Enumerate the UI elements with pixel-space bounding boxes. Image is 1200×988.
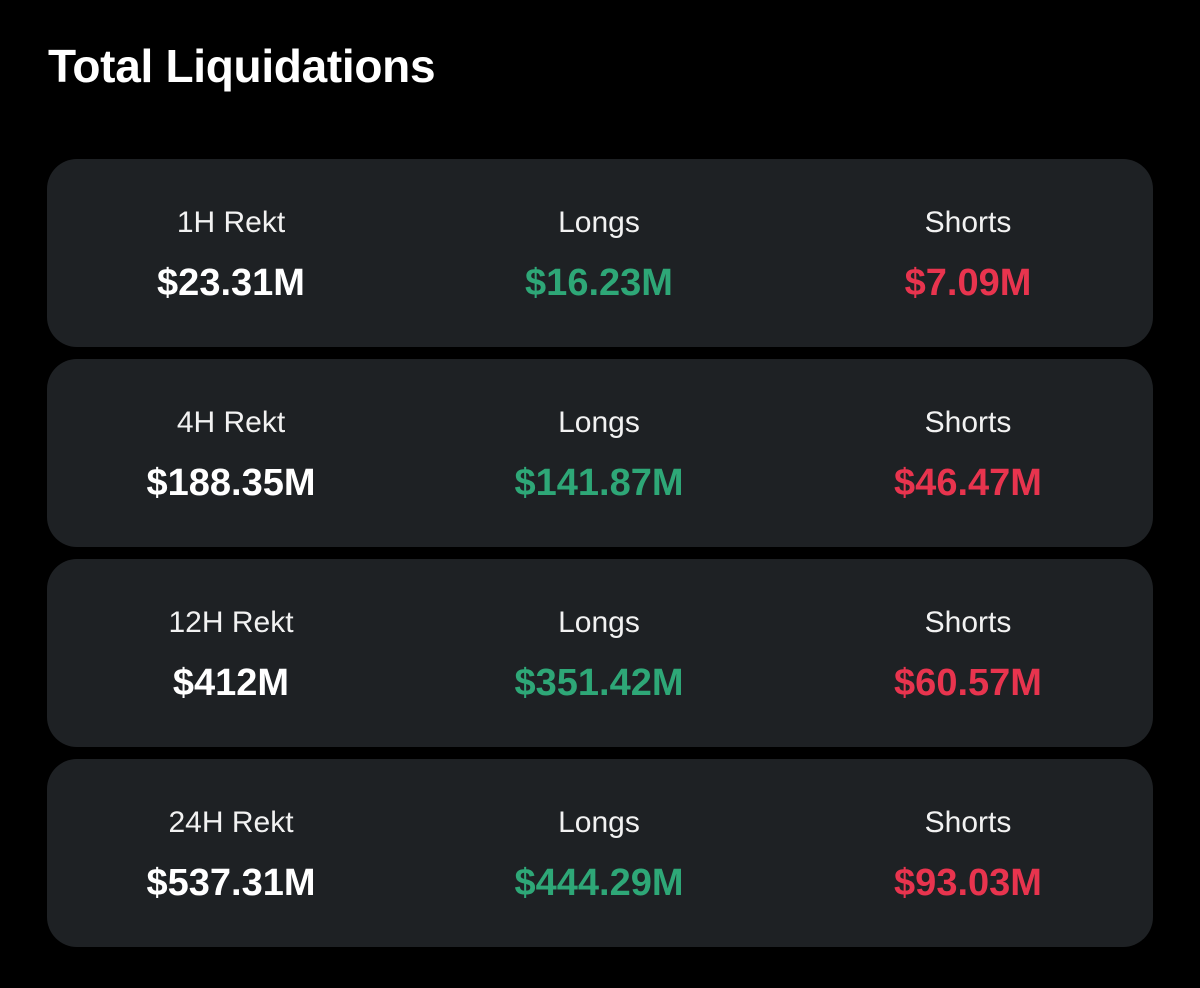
longs-cell: Longs $141.87M — [415, 359, 783, 547]
liquidation-card-1h: 1H Rekt $23.31M Longs $16.23M Shorts $7.… — [47, 159, 1153, 347]
total-rekt-cell: 4H Rekt $188.35M — [47, 359, 415, 547]
liquidation-card-24h: 24H Rekt $537.31M Longs $444.29M Shorts … — [47, 759, 1153, 947]
liquidation-card-12h: 12H Rekt $412M Longs $351.42M Shorts $60… — [47, 559, 1153, 747]
period-label: 1H Rekt — [176, 206, 286, 239]
shorts-label: Shorts — [924, 206, 1012, 239]
shorts-cell: Shorts $93.03M — [784, 759, 1152, 947]
liquidation-cards: 1H Rekt $23.31M Longs $16.23M Shorts $7.… — [47, 159, 1153, 947]
total-rekt-cell: 1H Rekt $23.31M — [47, 159, 415, 347]
longs-value: $351.42M — [514, 662, 684, 704]
total-rekt-cell: 24H Rekt $537.31M — [47, 759, 415, 947]
longs-cell: Longs $444.29M — [415, 759, 783, 947]
longs-value: $444.29M — [514, 862, 684, 904]
total-rekt-value: $23.31M — [157, 262, 305, 304]
longs-label: Longs — [558, 606, 640, 639]
longs-label: Longs — [558, 406, 640, 439]
total-rekt-value: $412M — [172, 662, 290, 704]
period-label: 24H Rekt — [168, 806, 294, 839]
shorts-cell: Shorts $60.57M — [784, 559, 1152, 747]
shorts-cell: Shorts $46.47M — [784, 359, 1152, 547]
longs-value: $16.23M — [525, 262, 673, 304]
page-title: Total Liquidations — [48, 40, 436, 92]
shorts-value: $46.47M — [894, 462, 1042, 504]
longs-label: Longs — [558, 806, 640, 839]
shorts-value: $7.09M — [904, 262, 1032, 304]
period-label: 12H Rekt — [168, 606, 294, 639]
shorts-value: $60.57M — [894, 662, 1042, 704]
shorts-label: Shorts — [924, 606, 1012, 639]
shorts-value: $93.03M — [894, 862, 1042, 904]
liquidation-card-4h: 4H Rekt $188.35M Longs $141.87M Shorts $… — [47, 359, 1153, 547]
shorts-label: Shorts — [924, 806, 1012, 839]
longs-cell: Longs $351.42M — [415, 559, 783, 747]
longs-value: $141.87M — [514, 462, 684, 504]
longs-label: Longs — [558, 206, 640, 239]
shorts-label: Shorts — [924, 406, 1012, 439]
total-rekt-value: $537.31M — [146, 862, 316, 904]
period-label: 4H Rekt — [176, 406, 286, 439]
longs-cell: Longs $16.23M — [415, 159, 783, 347]
total-rekt-value: $188.35M — [146, 462, 316, 504]
shorts-cell: Shorts $7.09M — [784, 159, 1152, 347]
total-rekt-cell: 12H Rekt $412M — [47, 559, 415, 747]
